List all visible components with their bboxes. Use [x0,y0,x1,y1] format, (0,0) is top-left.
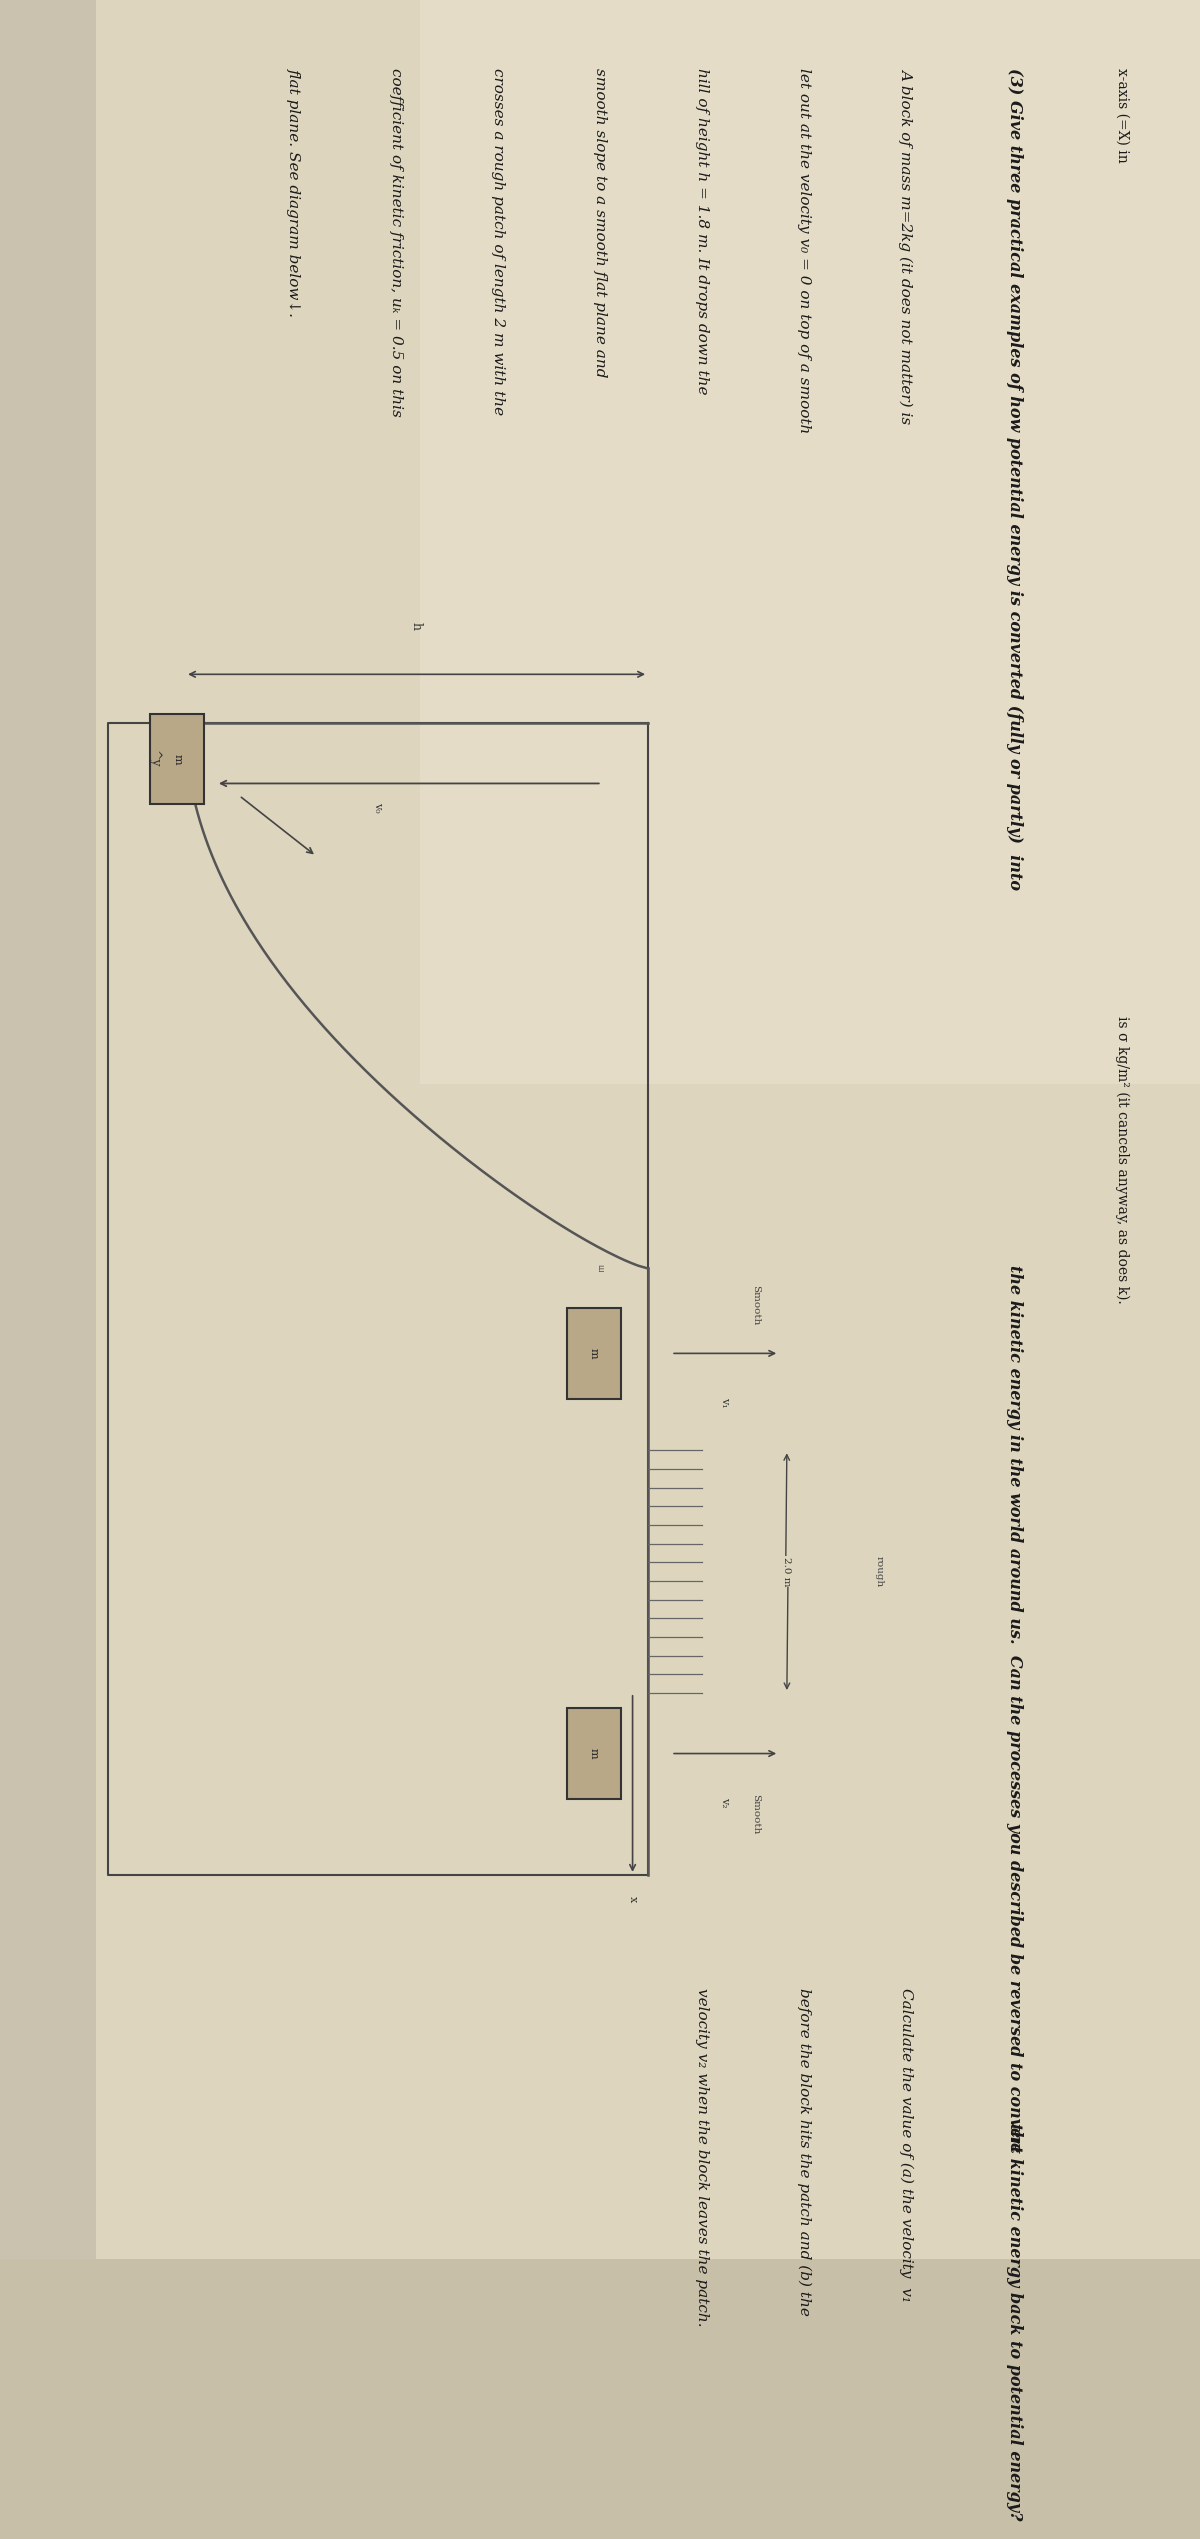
Bar [150,713,204,805]
Text: flat plane. See diagram below↓.: flat plane. See diagram below↓. [287,69,301,317]
Text: Smooth: Smooth [751,1285,761,1325]
Text: the kinetic energy in the world around us.  Can the processes you described be r: the kinetic energy in the world around u… [1006,1264,1022,2153]
Text: rough: rough [875,1556,884,1587]
Text: Smooth: Smooth [751,1795,761,1833]
Text: hill of height h = 1.8 m. It drops down the: hill of height h = 1.8 m. It drops down … [695,69,709,394]
Bar [568,1709,622,1798]
FancyBboxPatch shape [0,0,1200,2260]
Text: ш: ш [595,1264,605,1272]
Text: coefficient of kinetic friction, uₖ = 0.5 on this: coefficient of kinetic friction, uₖ = 0.… [389,69,403,416]
Text: v₂: v₂ [720,1798,730,1808]
Text: m: m [173,754,182,764]
Text: let out at the velocity v₀ = 0 on top of a smooth: let out at the velocity v₀ = 0 on top of… [797,69,811,434]
Text: before the block hits the patch and (b) the: before the block hits the patch and (b) … [797,1988,811,2316]
FancyBboxPatch shape [0,0,96,2260]
Text: is σ kg/m² (it cancels anyway, as does k).: is σ kg/m² (it cancels anyway, as does k… [1115,1016,1129,1305]
Text: v₀: v₀ [373,802,383,812]
Text: x: x [628,1897,637,1902]
Text: m: m [589,1749,599,1760]
FancyBboxPatch shape [420,0,1200,1084]
Bar [568,1308,622,1399]
Text: 2.0 m: 2.0 m [782,1556,791,1587]
Text: ^y: ^y [148,752,161,767]
Text: m: m [589,1348,599,1358]
Text: velocity v₂ when the block leaves the patch.: velocity v₂ when the block leaves the pa… [695,1988,709,2326]
Text: the kinetic energy back to potential energy?: the kinetic energy back to potential ene… [1006,2123,1022,2521]
Text: crosses a rough patch of length 2 m with the: crosses a rough patch of length 2 m with… [491,69,505,414]
Text: A block of mass m=2kg (it does not matter) is: A block of mass m=2kg (it does not matte… [899,69,913,424]
Text: smooth slope to a smooth flat plane and: smooth slope to a smooth flat plane and [593,69,607,378]
Text: v₁: v₁ [720,1396,730,1407]
Text: h: h [410,622,424,630]
Text: Calculate the value of (a) the velocity  v₁: Calculate the value of (a) the velocity … [899,1988,913,2303]
Text: (3) Give three practical examples of how potential energy is converted (fully or: (3) Give three practical examples of how… [1006,69,1022,889]
Text: x-axis (=X) in: x-axis (=X) in [1115,69,1129,162]
